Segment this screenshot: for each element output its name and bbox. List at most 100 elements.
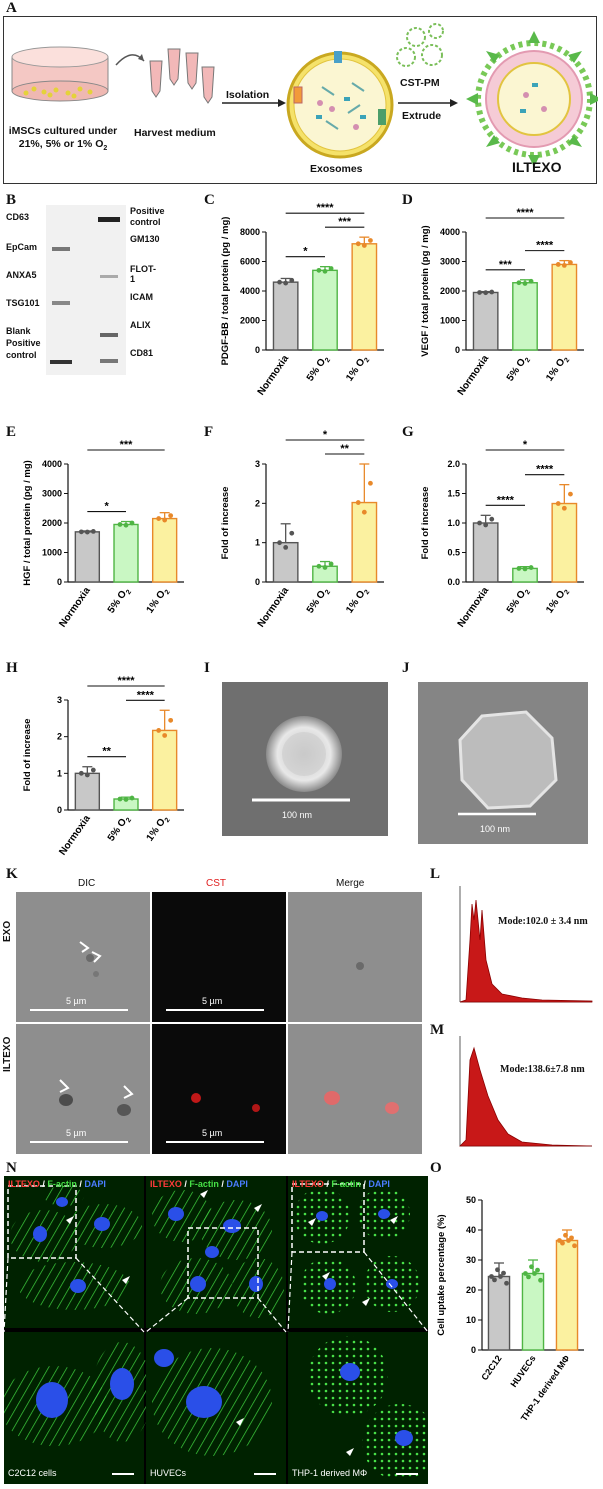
bar xyxy=(272,281,299,351)
bar xyxy=(555,1239,579,1351)
y-tick-label: 0 xyxy=(255,577,260,587)
y-tick-label: 2000 xyxy=(42,518,62,528)
x-tick-label: 5% O2 xyxy=(505,353,532,384)
y-tick-label: 4000 xyxy=(440,227,460,237)
chart-c: 0 2000 4000 6000 8000 PDGF-BB / total protein… xyxy=(220,202,384,398)
data-point xyxy=(477,290,482,295)
y-tick-label: 30 xyxy=(466,1255,476,1265)
x-tick-label: Normoxia xyxy=(256,353,292,397)
panel-letter-o: O xyxy=(430,1160,442,1176)
nta-mode-l: Mode:102.0 ± 3.4 nm xyxy=(498,916,588,927)
band xyxy=(52,301,70,305)
y-tick-label: 1 xyxy=(57,768,62,778)
row-label-iltexo: ILTEXO xyxy=(2,1036,13,1072)
x-tick-label: 1% O2 xyxy=(544,585,571,616)
significance-label: **** xyxy=(536,464,554,476)
scale-label: 100 nm xyxy=(282,810,313,820)
x-tick-label: Normoxia xyxy=(57,585,93,629)
y-axis-label: VEGF / total protein (pg / mg) xyxy=(420,225,431,356)
data-point xyxy=(355,500,361,505)
x-tick-label: 1% O2 xyxy=(145,813,172,844)
data-point xyxy=(368,238,373,243)
x-tick-label: Normoxia xyxy=(456,353,492,397)
tem-image-i: 100 nm xyxy=(222,682,388,836)
bar xyxy=(512,282,538,351)
data-point xyxy=(529,1264,534,1270)
significance-label: **** xyxy=(497,494,515,506)
confocal-cell-label-3: THP-1 derived MΦ xyxy=(292,1468,368,1478)
y-tick-label: 1.5 xyxy=(447,489,460,499)
data-point xyxy=(528,565,534,570)
y-tick-label: 2.0 xyxy=(447,459,460,469)
x-tick-label: Normoxia xyxy=(256,585,292,629)
y-axis-label: Fold of increase xyxy=(420,487,431,560)
confocal-header-1: ILTEXO / F-actin / DAPI xyxy=(8,1179,106,1189)
col-label-merge: Merge xyxy=(336,878,365,889)
data-point xyxy=(78,770,84,776)
y-tick-label: 0 xyxy=(255,345,260,355)
bar xyxy=(551,502,578,583)
data-point xyxy=(316,563,322,569)
y-tick-label: 0 xyxy=(57,577,62,587)
data-point xyxy=(523,1271,528,1276)
x-tick-label: 1% O2 xyxy=(344,585,371,616)
data-point xyxy=(162,733,168,738)
data-point xyxy=(516,566,522,571)
data-point xyxy=(156,516,162,521)
x-tick-label: C2C12 xyxy=(479,1353,503,1382)
panel-letter-c: C xyxy=(204,192,215,208)
significance-label: * xyxy=(523,439,528,451)
data-point xyxy=(560,1240,565,1246)
significance-label: **** xyxy=(117,675,135,687)
iltexo-label: ILTEXO xyxy=(512,159,562,175)
nta-mode-m: Mode:138.6±7.8 nm xyxy=(500,1064,585,1075)
x-tick-label: Normoxia xyxy=(456,585,492,629)
merge-iltexo-image xyxy=(288,1024,422,1154)
panel-letter-i: I xyxy=(204,660,210,676)
x-tick-label: 5% O2 xyxy=(505,585,532,616)
vesicle-shape xyxy=(458,710,558,810)
panel-letter-l: L xyxy=(430,866,441,882)
data-point xyxy=(489,516,495,522)
y-tick-label: 4000 xyxy=(240,286,260,296)
western-blot xyxy=(46,205,126,375)
schematic-panel: iMSCs cultured under 21%, 5% or 1% O2 Ha… xyxy=(3,16,598,184)
data-point xyxy=(355,241,361,247)
confocal-art xyxy=(0,1176,438,1484)
y-tick-label: 6000 xyxy=(240,257,260,267)
significance-label: *** xyxy=(499,259,513,271)
significance-label: **** xyxy=(516,207,534,219)
data-point xyxy=(498,1274,503,1279)
exosome-icon xyxy=(286,51,394,159)
bar xyxy=(113,523,139,583)
y-tick-label: 3000 xyxy=(440,257,460,267)
panel-letter-d: D xyxy=(402,192,413,208)
data-point xyxy=(328,561,334,567)
data-point xyxy=(117,522,123,527)
x-tick-label: 1% O2 xyxy=(344,353,371,384)
panel-letter-m: M xyxy=(430,1022,445,1038)
data-point xyxy=(561,505,567,511)
y-axis-label: Fold of increase xyxy=(22,719,33,792)
data-point xyxy=(123,797,129,802)
y-tick-label: 4000 xyxy=(42,459,62,469)
data-point xyxy=(528,278,534,284)
y-tick-label: 0.0 xyxy=(447,577,460,587)
schematic-art xyxy=(11,23,598,167)
x-tick-label: Normoxia xyxy=(57,813,93,857)
data-point xyxy=(90,767,96,773)
panel-letter-a: A xyxy=(6,0,17,16)
data-point xyxy=(561,263,567,268)
bar xyxy=(312,269,338,351)
data-point xyxy=(568,491,573,497)
dic-exo-image: 5 µm xyxy=(16,892,150,1022)
iltexo-icon xyxy=(466,31,598,167)
y-tick-label: 3 xyxy=(255,459,260,469)
data-point xyxy=(555,262,561,267)
data-point xyxy=(84,529,90,535)
tem-image-j: 100 nm xyxy=(418,682,588,844)
y-axis-label: Cell uptake percentage (%) xyxy=(436,1214,447,1335)
significance-label: **** xyxy=(536,240,554,252)
data-point xyxy=(289,277,295,283)
panel-letter-k: K xyxy=(6,866,18,882)
